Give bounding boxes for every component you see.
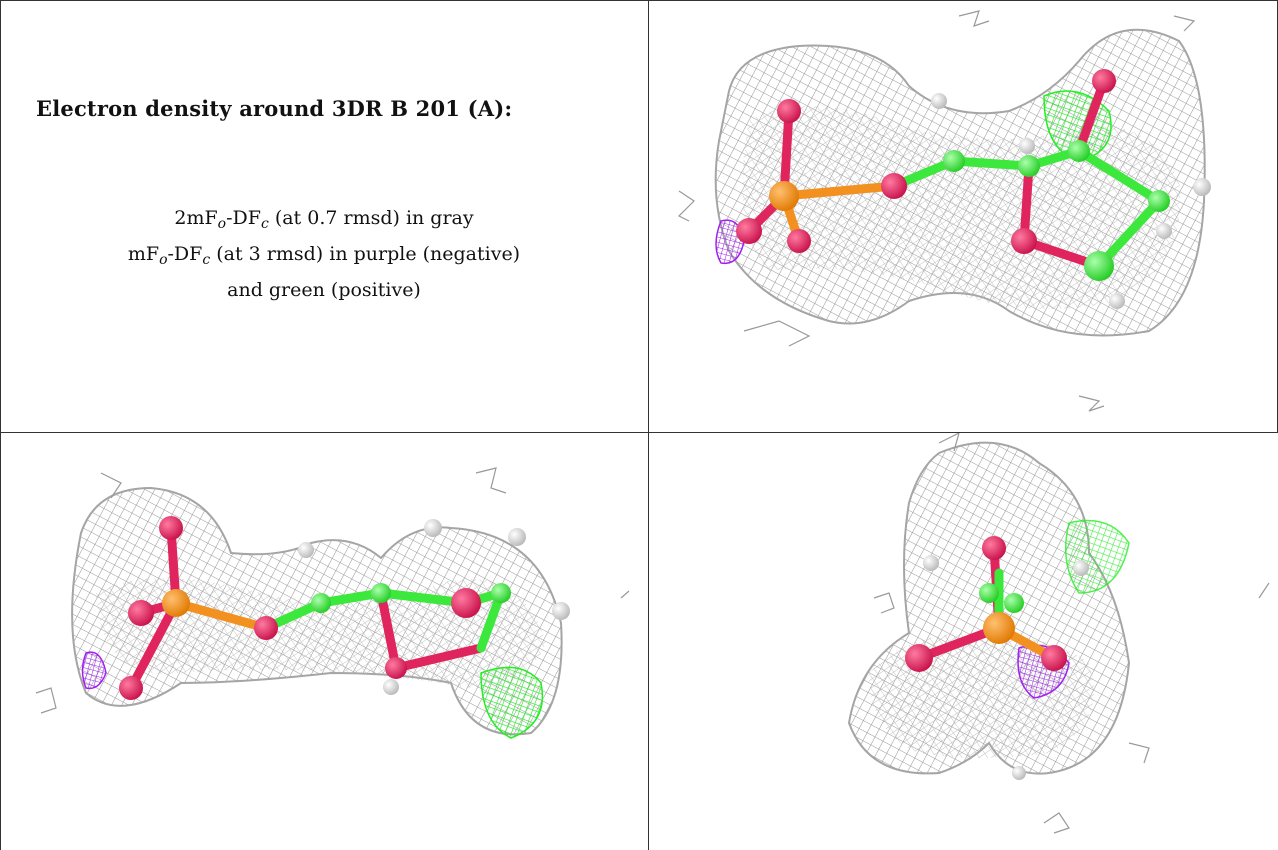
view-bottom-right [649,433,1278,850]
caption-text: 2mFo-DFc (at 0.7 rmsd) in gray mFo-DFc (… [0,203,648,305]
table-border-top [0,0,1278,1]
caption-title: Electron density around 3DR B 201 (A): [36,96,513,121]
caption-cell: Electron density around 3DR B 201 (A): 2… [0,0,648,432]
caption-line-2fo: 2mFo-DFc (at 0.7 rmsd) in gray [174,207,474,232]
table-border-middle [0,432,1278,433]
molecule-density-view-icon [677,10,1211,412]
caption-line-colors: and green (positive) [227,279,421,301]
table-border-center [648,0,649,850]
molecule-density-view-icon [847,433,1270,834]
view-top-right [649,1,1277,432]
caption-line-fo: mFo-DFc (at 3 rmsd) in purple (negative) [127,243,521,268]
molecule-density-view-icon [35,467,630,739]
table-border-left [0,0,1,850]
view-bottom-left [1,433,648,850]
